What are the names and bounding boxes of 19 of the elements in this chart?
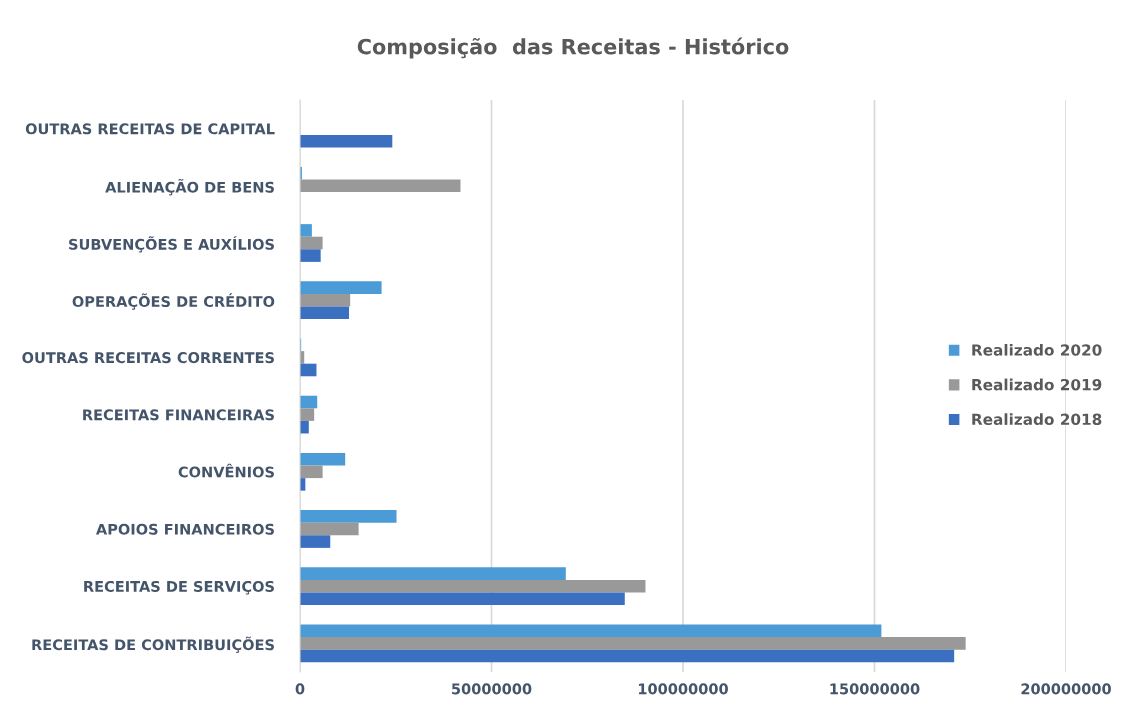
x-tick-label: 150000000 — [830, 683, 920, 695]
y-tick-label: RECEITAS FINANCEIRAS — [83, 409, 274, 421]
legend-label: Realizado 2020 — [972, 343, 1102, 356]
x-tick-label: 200000000 — [1021, 683, 1111, 695]
y-tick-label: SUBVENÇÕES E AUXÍLIOS — [69, 236, 274, 253]
y-tick-label: CONVÊNIOS — [178, 463, 274, 478]
y-tick-label: OUTRAS RECEITAS DE CAPITAL — [25, 123, 275, 135]
chart-title: Composição das Receitas - Histórico — [357, 37, 789, 59]
x-tick-label: 0 — [295, 683, 305, 695]
x-tick-label: 100000000 — [638, 683, 728, 695]
y-tick-label: OPERAÇÕES DE CRÉDITO — [72, 293, 275, 310]
y-tick-label: RECEITAS DE CONTRIBUIÇÕES — [32, 636, 274, 653]
y-tick-label: APOIOS FINANCEIROS — [95, 523, 274, 535]
y-tick-label: OUTRAS RECEITAS CORRENTES — [22, 352, 274, 364]
x-tick-label: 50000000 — [452, 683, 532, 695]
legend-label: Realizado 2018 — [972, 413, 1102, 426]
legend-label: Realizado 2019 — [972, 378, 1102, 391]
y-tick-label: ALIENAÇÃO DE BENS — [105, 178, 274, 196]
y-tick-label: RECEITAS DE SERVIÇOS — [84, 580, 274, 595]
